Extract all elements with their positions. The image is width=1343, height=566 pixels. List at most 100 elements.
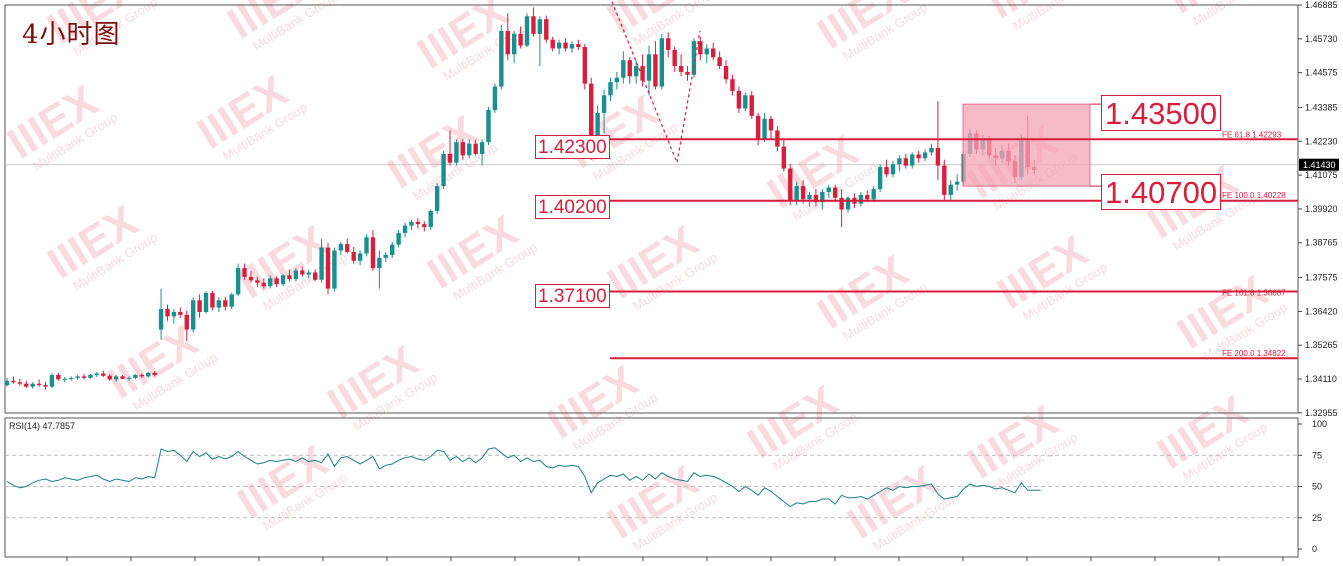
candle-body [441, 153, 446, 187]
candle-body [871, 189, 876, 200]
candle-body [858, 194, 864, 204]
timeframe-title: 4小时图 [22, 20, 121, 50]
candle-body [409, 221, 414, 226]
rsi-line [6, 447, 1041, 508]
candle-body [312, 272, 318, 280]
rsi-title: RSI(14) 47.7857 [9, 421, 76, 431]
candle-body [62, 378, 67, 380]
candle-body [216, 300, 222, 308]
candle-body [768, 118, 774, 131]
candle-body [845, 197, 851, 210]
candle-body [826, 187, 831, 192]
candle-body [261, 282, 266, 287]
candle-body [81, 376, 87, 378]
candle-body [755, 115, 761, 140]
candle-body [332, 250, 337, 289]
candle-body [203, 292, 209, 312]
y-tick-label: 1.35265 [1305, 340, 1338, 350]
y-tick-label: 1.42230 [1305, 136, 1338, 146]
candle-body [576, 44, 581, 48]
candle-body [165, 309, 170, 317]
candle-body [306, 272, 311, 275]
candle-body [338, 244, 344, 251]
candle-body [473, 143, 478, 154]
candle-body [948, 184, 953, 195]
rsi-panel-frame [4, 417, 1299, 558]
candle-body [640, 66, 645, 81]
candle-body [287, 275, 292, 280]
candle-body [608, 82, 613, 96]
candle-body [24, 383, 29, 387]
candle-body [794, 186, 799, 201]
candle-body [877, 167, 883, 190]
candle-body [454, 142, 459, 163]
candle-body [544, 19, 549, 40]
candle-body [377, 257, 382, 269]
y-tick-label: 1.44575 [1305, 68, 1338, 78]
resistance-zone [962, 103, 1091, 187]
candle-body [210, 292, 215, 308]
fib-label-1: FE 100.0 1.40228 [1222, 191, 1286, 200]
candle-body [43, 385, 48, 387]
candle-body [293, 270, 299, 280]
candle-body [800, 186, 806, 200]
candle-body [428, 210, 433, 228]
candle-body [447, 153, 453, 163]
rsi-panel [4, 417, 1299, 558]
candle-body [922, 152, 928, 159]
candle-body [4, 380, 10, 386]
candle-body [903, 158, 908, 166]
rsi-tick-label: 25 [1312, 513, 1322, 523]
candle-body [659, 38, 665, 87]
y-tick-label: 1.46885 [1305, 0, 1338, 10]
candle-body [633, 66, 639, 77]
y-tick-label: 1.39920 [1305, 204, 1338, 214]
price-axis: 1.46885 1.45730 1.44575 1.43385 1.42230 1.410… [66, 0, 1339, 561]
y-tick-label: 1.36420 [1305, 306, 1338, 316]
y-tick-label: 1.45730 [1305, 34, 1338, 44]
candle-body [415, 221, 421, 225]
candle-body [910, 154, 915, 166]
current-price-text: 1.41430 [1303, 160, 1336, 170]
candle-body [113, 376, 119, 380]
candle-body [730, 79, 735, 91]
candle-body [916, 154, 921, 159]
candle-body [184, 314, 189, 330]
rsi-tick-label: 0 [1312, 544, 1317, 554]
candle-body [614, 77, 620, 83]
candle-body [268, 278, 273, 287]
rsi-tick-label: 50 [1312, 482, 1322, 492]
candle-body [190, 300, 196, 330]
candle-body [518, 33, 523, 46]
candle-body [422, 224, 427, 228]
candle-body [88, 374, 93, 378]
candle-body [390, 244, 395, 255]
candle-body [537, 19, 543, 34]
candle-body [434, 186, 440, 211]
candle-body [280, 275, 286, 285]
level-label-142300: 1.42300 [535, 135, 610, 159]
rsi-tick-label: 100 [1312, 419, 1327, 429]
candle-body [954, 181, 960, 185]
candle-body [235, 268, 241, 295]
fib-label-0: FE 61.8 1.42293 [1222, 130, 1282, 139]
candle-body [197, 300, 202, 312]
candle-body [499, 30, 504, 87]
rsi-tick-label: 75 [1312, 450, 1322, 460]
candle-body [646, 54, 652, 81]
candle-body [762, 118, 767, 140]
candle-body [505, 30, 510, 55]
candle-body [653, 54, 658, 87]
fib-label-3: FE 200.0 1.34822 [1222, 349, 1286, 358]
candle-body [685, 71, 690, 75]
